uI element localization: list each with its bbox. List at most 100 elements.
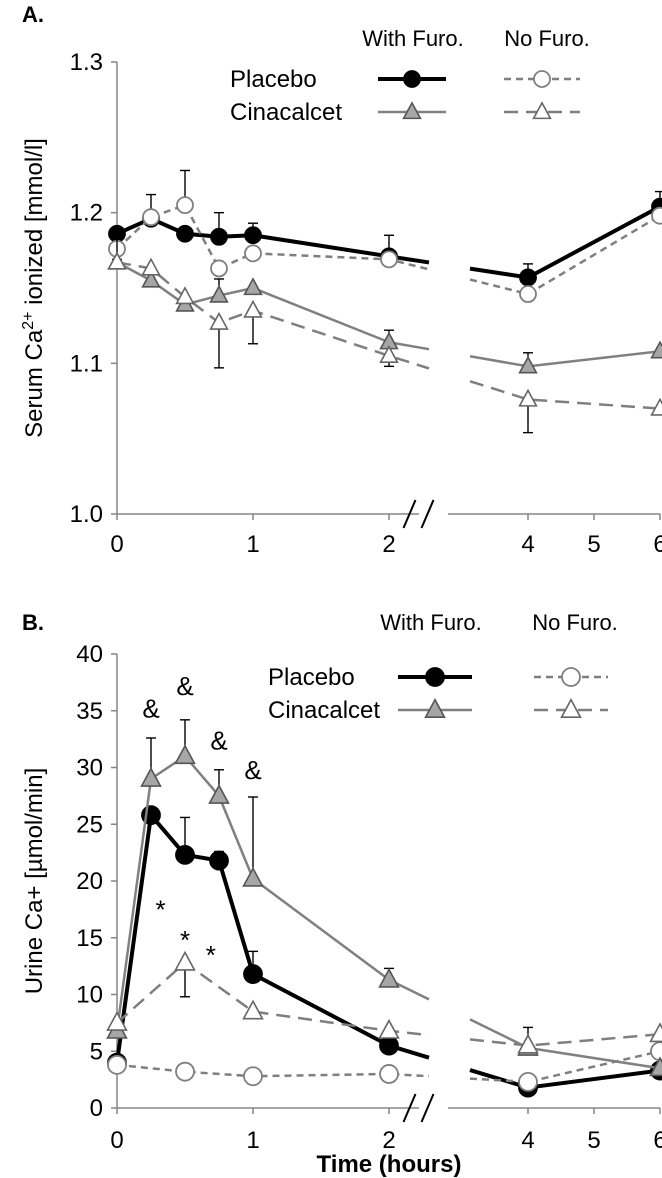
y-tick-label: 10 (76, 982, 103, 1009)
series-line (469, 1032, 661, 1047)
data-point (243, 299, 263, 318)
data-point (175, 1061, 195, 1082)
data-point (242, 999, 264, 1020)
series-line (469, 380, 661, 410)
data-point (140, 766, 162, 787)
data-point (210, 259, 228, 278)
y-tick-label: 0 (90, 1095, 103, 1122)
series-line (115, 813, 430, 1063)
annotation-ampersand: & (142, 693, 159, 723)
data-point (649, 1056, 662, 1077)
y-tick-label: 35 (76, 698, 103, 725)
data-point (209, 311, 229, 330)
data-point (175, 844, 195, 865)
series-placebo-with-furo (107, 805, 662, 1098)
data-point (107, 251, 127, 270)
data-point (141, 269, 161, 288)
legend-marker (560, 698, 582, 718)
x-tick-label: 0 (110, 531, 123, 558)
legend: With Furo. No Furo. Placebo Cinacalcet (230, 26, 590, 126)
legend-marker (424, 698, 446, 718)
axis-break-mark (402, 499, 417, 529)
data-point (175, 286, 195, 305)
panel-a: A. 1.0 1.1 1.2 1.3 0 1 2 4 5 6 Serum Ca2+ ionized [… (20, 2, 662, 558)
legend: With Furo. No Furo. Placebo Cinacalcet (268, 610, 618, 724)
legend-marker (532, 101, 552, 120)
series-cinacalcet-no-furo (107, 251, 662, 434)
legend-marker (561, 667, 581, 687)
data-point (208, 783, 230, 804)
x-tick-label: 4 (521, 531, 534, 558)
data-point (243, 964, 263, 984)
data-point (242, 866, 264, 887)
data-point (650, 340, 662, 359)
legend-marker (533, 70, 551, 88)
panel-label: B. (22, 610, 44, 635)
annotation-asterisk: * (180, 925, 190, 955)
y-tick-label: 5 (90, 1038, 103, 1065)
data-point (243, 1066, 263, 1087)
x-tick-label: 1 (246, 1127, 259, 1154)
data-point (651, 206, 662, 225)
data-point (518, 1071, 538, 1092)
data-point (106, 1010, 128, 1031)
data-point (517, 1033, 539, 1054)
series-line (116, 261, 430, 351)
legend-header-no-furo: No Furo. (532, 610, 618, 635)
y-tick-label: 20 (76, 868, 103, 895)
y-tick-label: 30 (76, 755, 103, 782)
data-point (243, 277, 263, 296)
panel-b: B. 0 5 10 15 20 25 30 35 40 0 1 2 4 5 6 Urine Ca+ [µmol/… (21, 610, 662, 1178)
y-tick-label: 1.0 (70, 501, 103, 528)
y-axis-title: Serum Ca2+ ionized [mmol/l] (20, 138, 48, 438)
y-tick-label: 15 (76, 925, 103, 952)
legend-header-with-furo: With Furo. (362, 26, 463, 51)
x-tick-label: 5 (587, 531, 600, 558)
data-point (176, 224, 194, 243)
series-line (469, 214, 661, 296)
data-point (209, 850, 229, 871)
legend-label-placebo: Placebo (268, 664, 355, 691)
legend-marker (402, 101, 422, 120)
series-cinacalcet-with-furo (106, 719, 662, 1077)
axis-break-mark (402, 1093, 417, 1123)
data-point (379, 1035, 399, 1056)
data-point (379, 345, 399, 363)
data-point (519, 285, 537, 303)
x-tick-label: 1 (246, 531, 259, 558)
data-point (379, 1064, 399, 1084)
annotation-asterisk: * (206, 940, 216, 970)
legend-marker (403, 70, 421, 88)
x-tick-label: 4 (521, 1127, 534, 1154)
legend-header-no-furo: No Furo. (504, 26, 590, 51)
series-cinacalcet-no-furo (106, 950, 662, 1054)
legend-label-cinacalcet: Cinacalcet (230, 99, 342, 126)
axis-break-mark (420, 1093, 435, 1123)
x-tick-label: 5 (587, 1127, 600, 1154)
data-point (176, 196, 194, 215)
x-tick-label: 6 (653, 531, 662, 558)
data-point (142, 208, 160, 227)
legend-label-placebo: Placebo (230, 66, 317, 93)
x-axis-title: Time (hours) (317, 1151, 462, 1178)
annotation-ampersand: & (176, 671, 193, 701)
y-tick-label: 1.1 (70, 350, 103, 377)
y-tick-label: 1.3 (70, 49, 103, 76)
data-point (209, 284, 229, 303)
data-point (210, 227, 228, 246)
axis-break-mark (420, 499, 435, 529)
data-point (518, 355, 538, 374)
data-point (107, 1054, 127, 1075)
data-point (174, 950, 196, 971)
x-tick-label: 2 (382, 531, 395, 558)
data-point (378, 967, 400, 988)
data-point (519, 268, 537, 287)
series-line (469, 204, 661, 280)
legend-label-cinacalcet: Cinacalcet (268, 697, 380, 724)
data-point (380, 250, 398, 269)
series-line (469, 350, 661, 368)
series-line (116, 261, 430, 370)
data-point (378, 1018, 400, 1039)
data-point (518, 388, 538, 407)
